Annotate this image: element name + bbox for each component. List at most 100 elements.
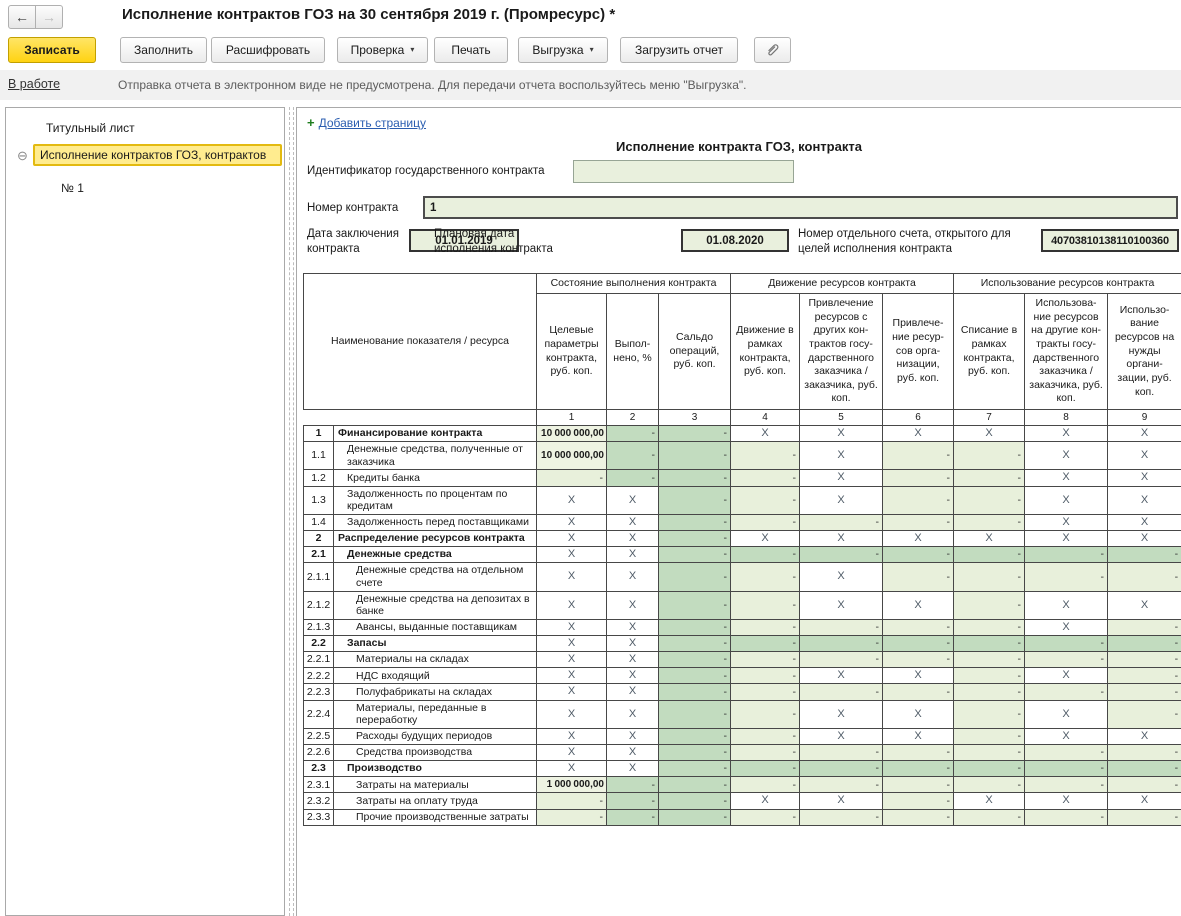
- cell-dash-light[interactable]: -: [730, 776, 801, 794]
- collapse-icon[interactable]: ⊖: [17, 148, 28, 163]
- cell-dash-light[interactable]: -: [953, 651, 1026, 669]
- cell-dash-dark[interactable]: -: [799, 546, 884, 564]
- cell-dash-dark[interactable]: -: [953, 546, 1026, 564]
- cell-dash-light[interactable]: -: [1107, 776, 1181, 794]
- load-report-button[interactable]: Загрузить отчет: [620, 37, 738, 63]
- cell-dash-light[interactable]: -: [882, 651, 955, 669]
- cell-dash-dark[interactable]: -: [1024, 634, 1109, 653]
- sidebar-item-contracts[interactable]: ⊖ Исполнение контрактов ГОЗ, контрактов: [6, 143, 284, 170]
- cell-dash-dark[interactable]: -: [606, 469, 659, 487]
- contract-id-input[interactable]: [573, 160, 794, 183]
- report-status-link[interactable]: В работе: [8, 77, 61, 91]
- cell-dash-dark[interactable]: -: [657, 546, 732, 564]
- cell-value[interactable]: 10 000 000,00: [536, 424, 607, 443]
- cell-dash-light[interactable]: -: [882, 469, 955, 487]
- cell-dash-dark[interactable]: -: [657, 513, 732, 531]
- cell-dash-light[interactable]: -: [953, 776, 1026, 794]
- cell-dash-light[interactable]: -: [1107, 699, 1181, 729]
- cell-dash-dark[interactable]: -: [730, 760, 801, 778]
- cell-dash-light[interactable]: -: [730, 667, 801, 685]
- attachments-button[interactable]: [754, 37, 791, 63]
- cell-dash-dark[interactable]: -: [657, 667, 732, 685]
- export-dropdown-button[interactable]: Выгрузка ▾: [518, 37, 608, 63]
- cell-value[interactable]: 1 000 000,00: [536, 776, 607, 794]
- cell-dash-dark[interactable]: -: [657, 776, 732, 794]
- cell-dash-light[interactable]: -: [953, 485, 1026, 515]
- cell-dash-dark[interactable]: -: [657, 441, 732, 471]
- cell-dash-dark[interactable]: -: [1024, 546, 1109, 564]
- cell-dash-dark[interactable]: -: [1107, 760, 1181, 778]
- cell-dash-light[interactable]: -: [953, 590, 1026, 620]
- cell-dash-light[interactable]: -: [799, 808, 884, 826]
- planned-date-input[interactable]: 01.08.2020: [681, 229, 789, 252]
- cell-dash-light[interactable]: -: [953, 513, 1026, 531]
- cell-dash-light[interactable]: -: [730, 562, 801, 592]
- cell-dash-dark[interactable]: -: [882, 634, 955, 653]
- account-number-input[interactable]: 40703810138110100360: [1041, 229, 1179, 252]
- cell-dash-dark[interactable]: -: [657, 424, 732, 443]
- cell-dash-light[interactable]: -: [1024, 808, 1109, 826]
- cell-dash-dark[interactable]: -: [606, 792, 659, 810]
- cell-dash-dark[interactable]: -: [657, 634, 732, 653]
- cell-dash-light[interactable]: -: [730, 513, 801, 531]
- cell-dash-light[interactable]: -: [730, 808, 801, 826]
- cell-dash-dark[interactable]: -: [606, 808, 659, 826]
- cell-dash-light[interactable]: -: [953, 667, 1026, 685]
- cell-dash-dark[interactable]: -: [799, 760, 884, 778]
- cell-dash-light[interactable]: -: [799, 513, 884, 531]
- cell-dash-light[interactable]: -: [1024, 683, 1109, 701]
- cell-dash-dark[interactable]: -: [657, 760, 732, 778]
- cell-dash-dark[interactable]: -: [606, 776, 659, 794]
- cell-dash-dark[interactable]: -: [657, 469, 732, 487]
- cell-dash-light[interactable]: -: [953, 441, 1026, 471]
- cell-dash-light[interactable]: -: [1107, 683, 1181, 701]
- cell-dash-dark[interactable]: -: [657, 727, 732, 746]
- cell-dash-light[interactable]: -: [953, 562, 1026, 592]
- cell-dash-light[interactable]: -: [882, 792, 955, 810]
- panel-splitter[interactable]: [289, 107, 294, 916]
- cell-dash-dark[interactable]: -: [882, 760, 955, 778]
- cell-dash-dark[interactable]: -: [657, 562, 732, 592]
- cell-dash-light[interactable]: -: [730, 683, 801, 701]
- sidebar-selected-item[interactable]: Исполнение контрактов ГОЗ, контрактов: [33, 144, 282, 166]
- cell-dash-light[interactable]: -: [882, 776, 955, 794]
- save-button[interactable]: Записать: [8, 37, 96, 63]
- cell-dash-dark[interactable]: -: [1107, 546, 1181, 564]
- cell-dash-light[interactable]: -: [799, 743, 884, 762]
- cell-dash-light[interactable]: -: [953, 683, 1026, 701]
- cell-dash-dark[interactable]: -: [799, 634, 884, 653]
- cell-dash-light[interactable]: -: [1107, 808, 1181, 826]
- cell-dash-dark[interactable]: -: [953, 634, 1026, 653]
- cell-dash-dark[interactable]: -: [657, 743, 732, 762]
- cell-dash-light[interactable]: -: [1024, 743, 1109, 762]
- cell-dash-dark[interactable]: -: [730, 634, 801, 653]
- cell-dash-light[interactable]: -: [536, 808, 607, 826]
- cell-dash-light[interactable]: -: [1107, 743, 1181, 762]
- conclusion-date-input[interactable]: 01.01.2019: [409, 229, 519, 252]
- cell-dash-light[interactable]: -: [730, 469, 801, 487]
- cell-dash-light[interactable]: -: [1107, 667, 1181, 685]
- cell-dash-light[interactable]: -: [953, 727, 1026, 746]
- cell-dash-light[interactable]: -: [730, 618, 801, 636]
- cell-dash-light[interactable]: -: [1107, 562, 1181, 592]
- cell-dash-light[interactable]: -: [953, 808, 1026, 826]
- cell-dash-light[interactable]: -: [730, 727, 801, 746]
- cell-dash-dark[interactable]: -: [657, 651, 732, 669]
- forward-button[interactable]: →: [35, 5, 63, 29]
- cell-dash-light[interactable]: -: [882, 743, 955, 762]
- cell-dash-light[interactable]: -: [882, 441, 955, 471]
- contract-number-input[interactable]: 1: [423, 196, 1178, 219]
- cell-dash-dark[interactable]: -: [657, 808, 732, 826]
- cell-dash-light[interactable]: -: [882, 485, 955, 515]
- cell-dash-light[interactable]: -: [1107, 618, 1181, 636]
- cell-dash-light[interactable]: -: [1024, 562, 1109, 592]
- sidebar-item-title-page[interactable]: Титульный лист: [46, 120, 135, 135]
- cell-dash-light[interactable]: -: [799, 618, 884, 636]
- cell-dash-dark[interactable]: -: [953, 760, 1026, 778]
- cell-dash-light[interactable]: -: [953, 469, 1026, 487]
- back-button[interactable]: ←: [8, 5, 36, 29]
- cell-dash-dark[interactable]: -: [730, 546, 801, 564]
- check-dropdown-button[interactable]: Проверка ▾: [337, 37, 428, 63]
- cell-dash-light[interactable]: -: [799, 776, 884, 794]
- cell-dash-light[interactable]: -: [730, 699, 801, 729]
